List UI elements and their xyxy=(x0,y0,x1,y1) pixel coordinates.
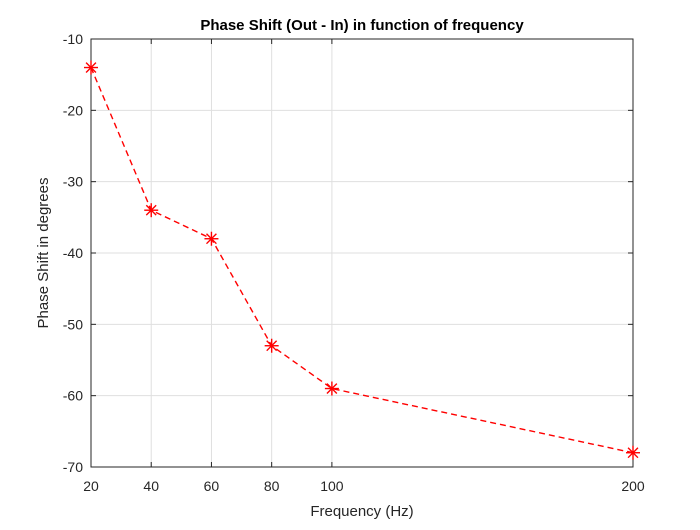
x-tick-label: 60 xyxy=(204,478,220,494)
data-point-marker xyxy=(264,338,279,353)
x-tick-label: 40 xyxy=(143,478,159,494)
ticks: 20 40 60 80 100 200 -10 -20 -30 -40 -50 -60 -70 xyxy=(63,31,645,494)
x-tick-label: 80 xyxy=(264,478,280,494)
data-point-marker xyxy=(324,381,339,396)
y-tick-label: -50 xyxy=(63,316,83,332)
data-point-marker xyxy=(84,60,98,75)
x-tick-label: 100 xyxy=(320,478,344,494)
series-line xyxy=(90,67,634,454)
data-point-marker xyxy=(204,231,219,246)
y-tick-label: -70 xyxy=(63,459,83,475)
y-tick-label: -40 xyxy=(63,245,83,261)
x-tick-label: 20 xyxy=(83,478,99,494)
chart-title: Phase Shift (Out - In) in function of fr… xyxy=(200,17,524,34)
y-tick-label: -60 xyxy=(63,388,83,404)
y-tick-label: -30 xyxy=(63,174,83,190)
data-point-marker xyxy=(626,445,640,460)
x-axis-label: Frequency (Hz) xyxy=(310,503,413,520)
y-tick-label: -10 xyxy=(63,31,83,47)
y-tick-label: -20 xyxy=(63,102,83,118)
data-point-marker xyxy=(144,203,159,218)
grid xyxy=(90,38,634,468)
y-axis-label: Phase Shift in degrees xyxy=(35,178,52,329)
series xyxy=(84,60,640,460)
x-tick-label: 200 xyxy=(621,478,645,494)
